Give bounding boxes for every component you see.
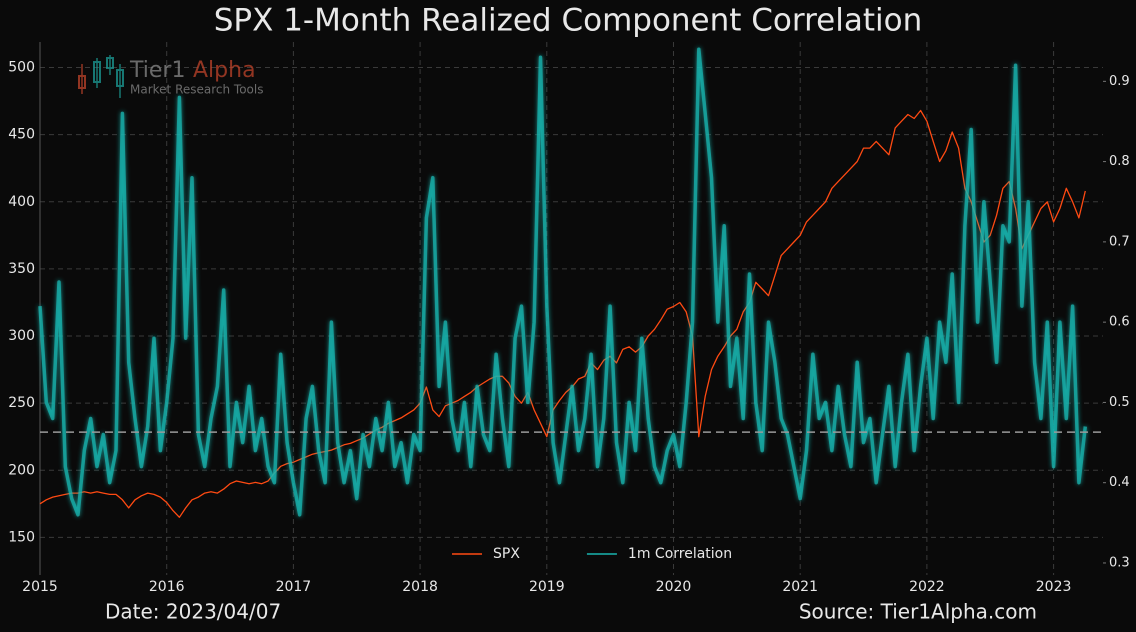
x-tick-label: 2019	[529, 579, 565, 595]
x-tick-label: 2023	[1036, 579, 1072, 595]
y-tick-label: 500	[8, 60, 35, 76]
x-tick-label: 2022	[909, 579, 945, 595]
x-tick-label: 2018	[402, 579, 438, 595]
legend-label: 1m Correlation	[628, 546, 732, 562]
x-tick-label: 2017	[276, 579, 312, 595]
y2-tick-label: 0.4	[1109, 475, 1130, 490]
y2-tick-label: 0.6	[1109, 315, 1130, 330]
logo: Tier1 Alpha Market Research Tools	[78, 55, 263, 98]
y2-tick-label: 0.9	[1109, 74, 1130, 89]
x-tick-label: 2020	[656, 579, 692, 595]
y2-tick-label: 0.3	[1109, 555, 1130, 570]
x-tick-label: 2021	[782, 579, 818, 595]
legend-label: SPX	[493, 546, 520, 562]
logo-name-accent: Alpha	[193, 58, 256, 83]
logo-name: Tier1	[129, 58, 185, 83]
y-tick-label: 450	[8, 127, 35, 143]
source-label: Source: Tier1Alpha.com	[799, 600, 1037, 624]
y-tick-label: 300	[8, 328, 35, 344]
date-label: Date: 2023/04/07	[105, 600, 281, 624]
y-tick-label: 200	[8, 462, 35, 478]
series-line	[39, 109, 1086, 518]
x-tick-label: 2015	[22, 579, 58, 595]
y-tick-label: 250	[8, 395, 35, 411]
y-tick-label: 150	[8, 529, 35, 545]
y-tick-label: 350	[8, 261, 35, 277]
logo-tagline: Market Research Tools	[130, 83, 263, 97]
chart-title: SPX 1-Month Realized Component Correlati…	[214, 3, 922, 39]
series-line	[38, 47, 1088, 517]
y-tick-label: 400	[8, 194, 35, 210]
y2-tick-label: 0.8	[1109, 154, 1130, 169]
y2-tick-label: 0.7	[1109, 234, 1130, 249]
x-tick-label: 2016	[149, 579, 185, 595]
y2-tick-label: 0.5	[1109, 395, 1130, 410]
